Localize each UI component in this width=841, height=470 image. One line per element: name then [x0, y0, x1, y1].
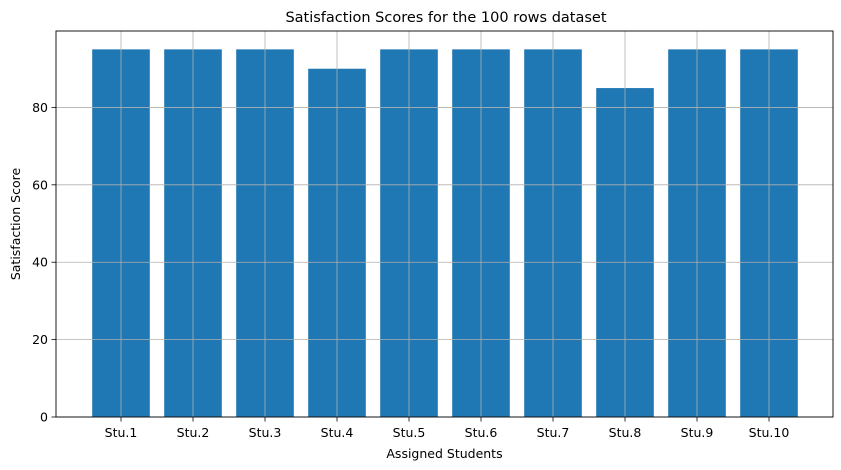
x-tick-label: Stu.9: [681, 425, 714, 440]
x-axis-ticks: Stu.1 Stu.2 Stu.3 Stu.4 Stu.5 Stu.6 Stu.7 Stu.8…: [105, 417, 790, 440]
y-axis-label: Satisfaction Score: [8, 168, 23, 281]
y-tick-label: 0: [40, 410, 48, 425]
x-tick-label: Stu.10: [749, 425, 790, 440]
y-tick-label: 80: [32, 100, 48, 115]
x-tick-label: Stu.5: [393, 425, 426, 440]
y-tick-label: 20: [32, 332, 48, 347]
x-tick-label: Stu.6: [465, 425, 498, 440]
chart-title: Satisfaction Scores for the 100 rows dat…: [285, 10, 606, 26]
x-tick-label: Stu.4: [321, 425, 354, 440]
x-gridlines-overlay: [120, 31, 770, 417]
x-axis-label: Assigned Students: [386, 446, 502, 461]
y-axis-ticks: 0 20 40 60 80: [32, 100, 56, 425]
plot-frame: [55, 30, 834, 418]
bars: [92, 49, 798, 418]
x-tick-label: Stu.3: [249, 425, 282, 440]
x-tick-label: Stu.8: [609, 425, 642, 440]
x-tick-label: Stu.1: [105, 425, 138, 440]
x-tick-label: Stu.2: [177, 425, 210, 440]
x-tick-label: Stu.7: [537, 425, 570, 440]
y-tick-label: 40: [32, 255, 48, 270]
y-tick-label: 60: [32, 177, 48, 192]
